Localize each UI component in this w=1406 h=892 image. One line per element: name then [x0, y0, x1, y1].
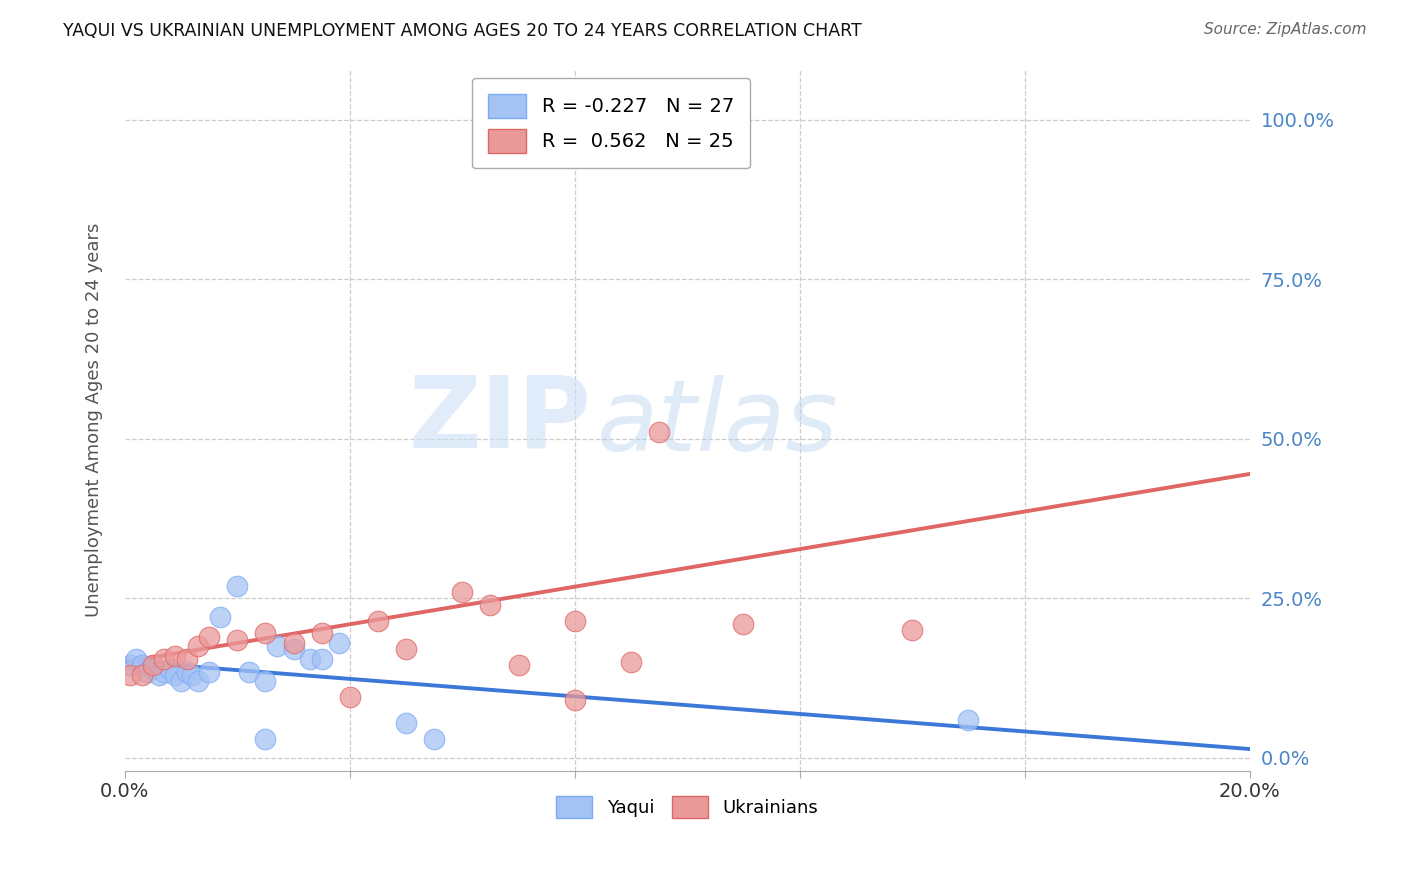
- Point: [254, 731, 277, 746]
- Point: [131, 658, 153, 673]
- Text: atlas: atlas: [598, 375, 839, 472]
- Point: [479, 598, 502, 612]
- Point: [451, 585, 474, 599]
- Legend: Yaqui, Ukrainians: Yaqui, Ukrainians: [548, 789, 825, 825]
- Point: [733, 616, 755, 631]
- Point: [148, 668, 170, 682]
- Point: [339, 690, 361, 705]
- Point: [136, 665, 159, 679]
- Point: [131, 668, 153, 682]
- Point: [176, 652, 198, 666]
- Point: [266, 639, 288, 653]
- Point: [170, 674, 193, 689]
- Point: [187, 674, 209, 689]
- Text: ZIP: ZIP: [409, 371, 592, 468]
- Point: [508, 658, 530, 673]
- Point: [120, 658, 142, 673]
- Point: [181, 668, 204, 682]
- Point: [283, 642, 305, 657]
- Point: [153, 665, 176, 679]
- Point: [957, 713, 980, 727]
- Point: [153, 652, 176, 666]
- Point: [176, 665, 198, 679]
- Point: [423, 731, 446, 746]
- Point: [125, 652, 148, 666]
- Point: [142, 658, 165, 673]
- Point: [311, 652, 333, 666]
- Point: [564, 693, 586, 707]
- Point: [328, 636, 350, 650]
- Point: [198, 665, 221, 679]
- Point: [648, 425, 671, 440]
- Point: [564, 614, 586, 628]
- Text: YAQUI VS UKRAINIAN UNEMPLOYMENT AMONG AGES 20 TO 24 YEARS CORRELATION CHART: YAQUI VS UKRAINIAN UNEMPLOYMENT AMONG AG…: [63, 22, 862, 40]
- Y-axis label: Unemployment Among Ages 20 to 24 years: Unemployment Among Ages 20 to 24 years: [86, 222, 103, 616]
- Point: [209, 610, 232, 624]
- Point: [238, 665, 260, 679]
- Point: [142, 662, 165, 676]
- Point: [120, 668, 142, 682]
- Point: [283, 636, 305, 650]
- Point: [553, 112, 575, 127]
- Text: Source: ZipAtlas.com: Source: ZipAtlas.com: [1204, 22, 1367, 37]
- Point: [311, 626, 333, 640]
- Point: [367, 614, 389, 628]
- Point: [254, 626, 277, 640]
- Point: [395, 715, 418, 730]
- Point: [254, 674, 277, 689]
- Point: [198, 630, 221, 644]
- Point: [159, 662, 181, 676]
- Point: [620, 655, 643, 669]
- Point: [165, 668, 187, 682]
- Point: [187, 639, 209, 653]
- Point: [299, 652, 322, 666]
- Point: [901, 624, 924, 638]
- Point: [395, 642, 418, 657]
- Point: [226, 578, 249, 592]
- Point: [165, 648, 187, 663]
- Point: [226, 632, 249, 647]
